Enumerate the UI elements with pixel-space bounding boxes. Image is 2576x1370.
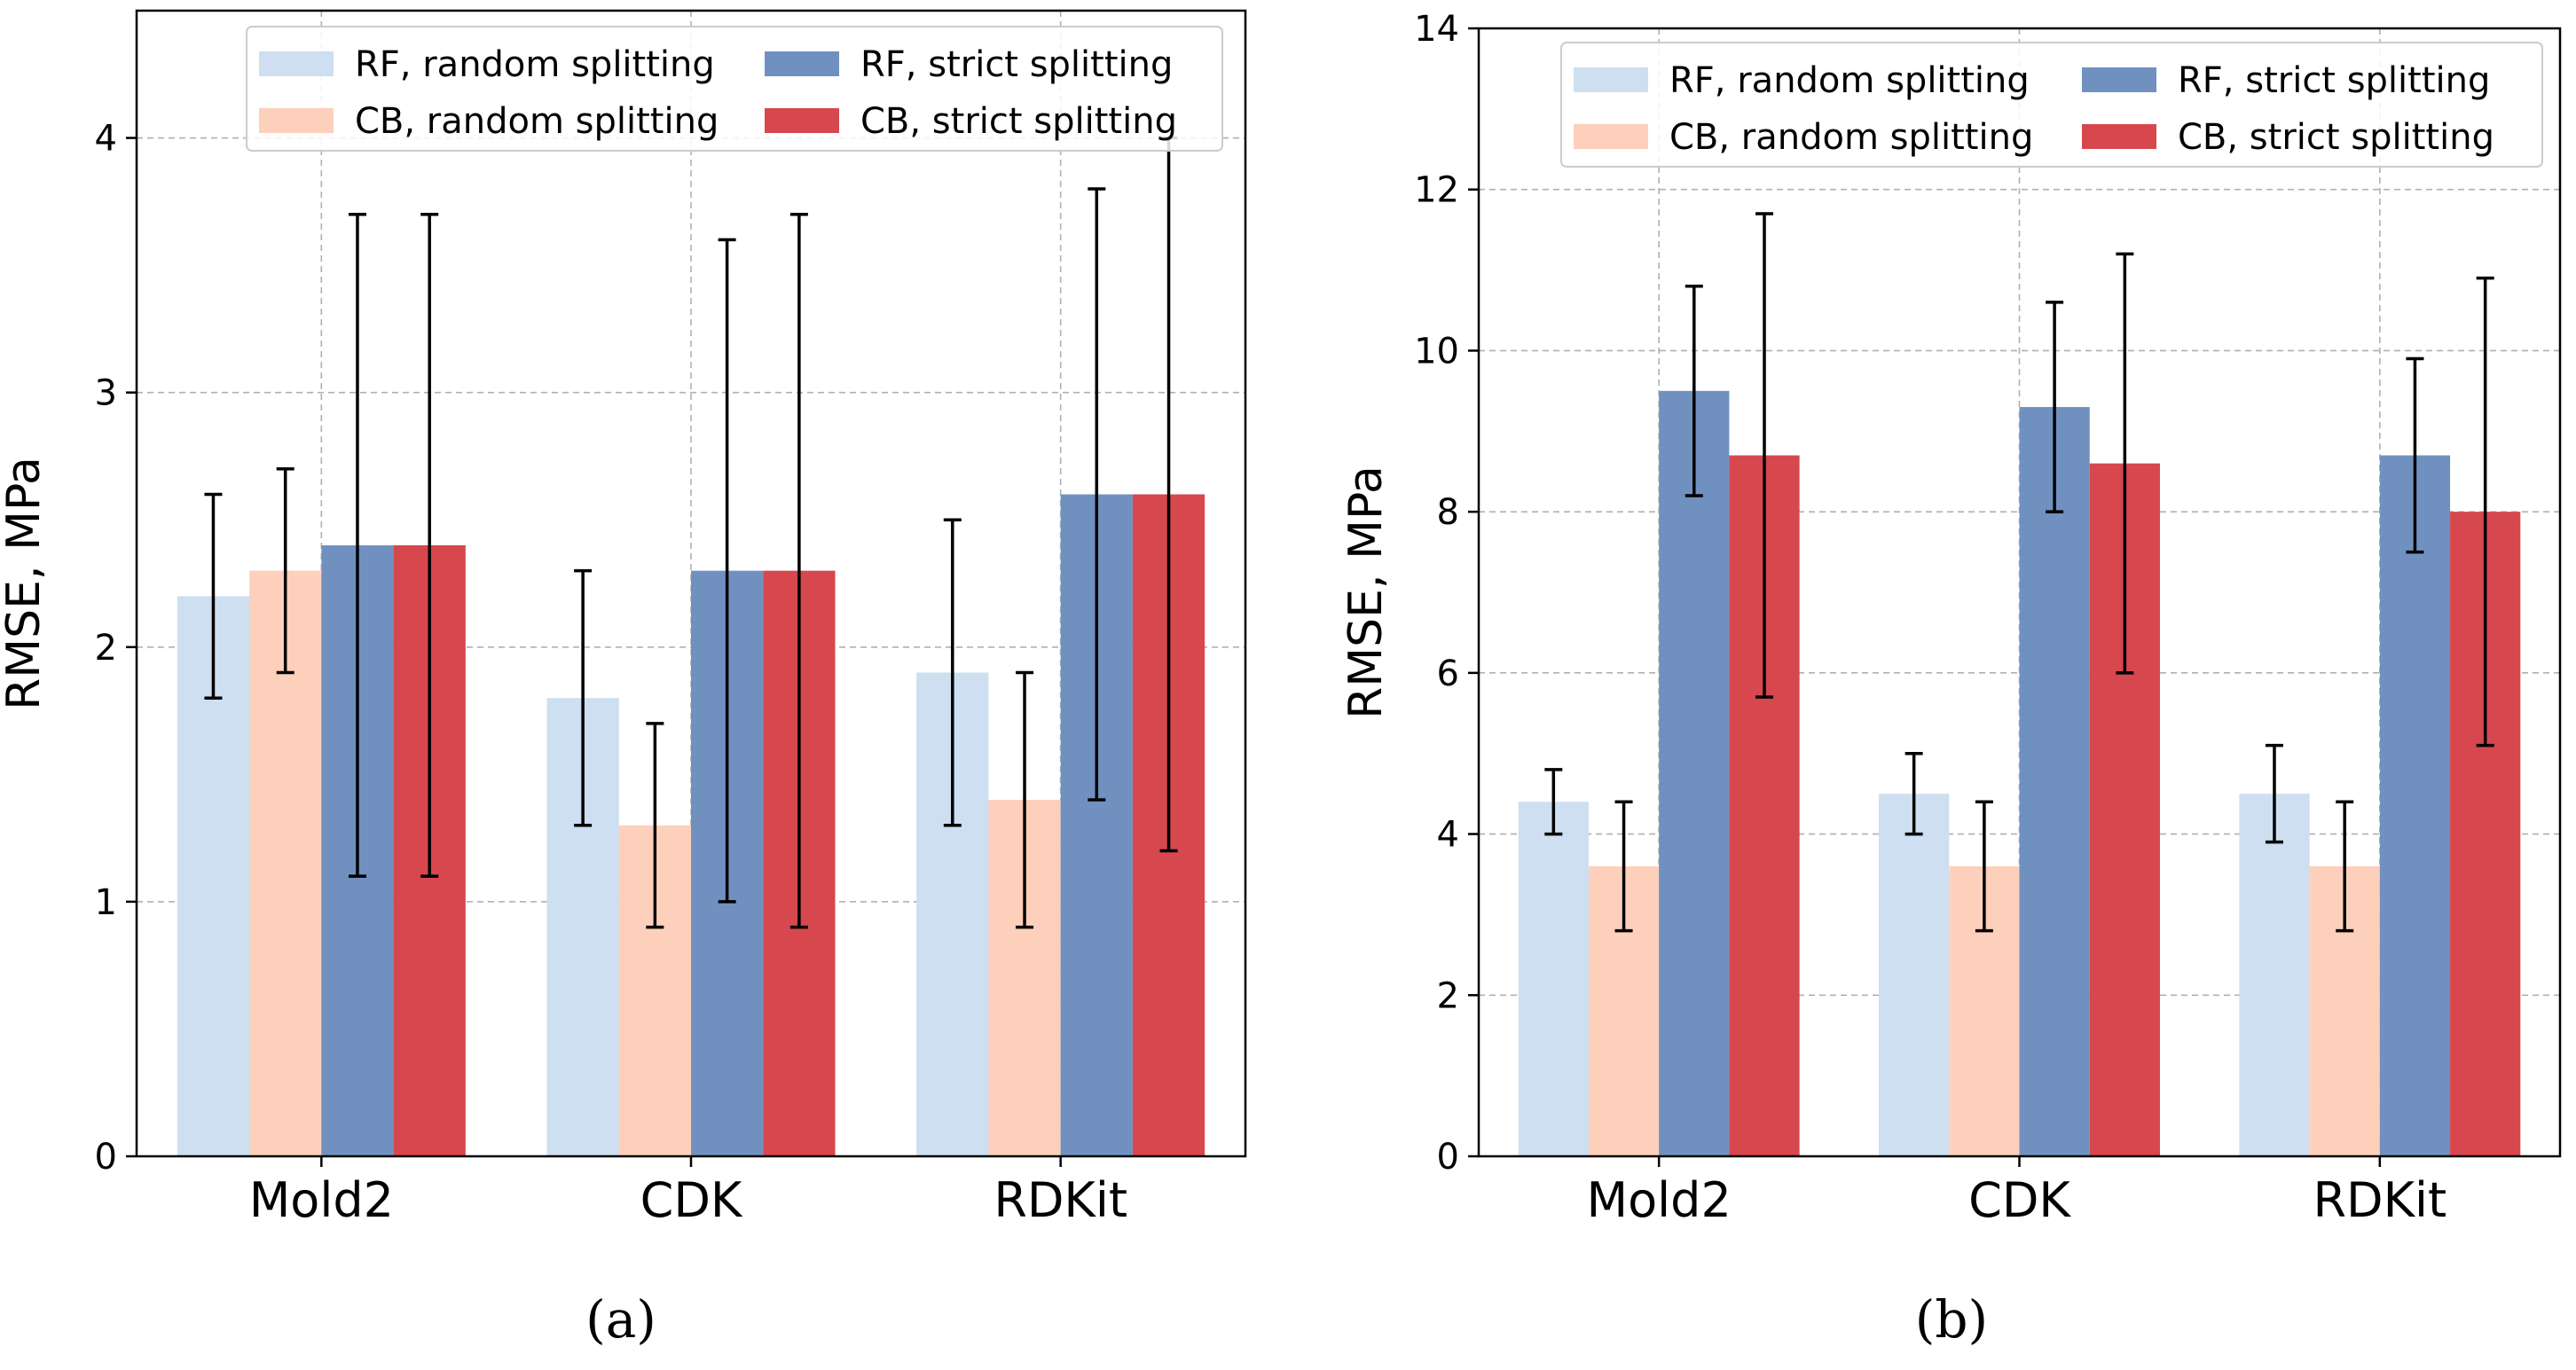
panel-a-legend-label: RF, strict splitting [860, 44, 1173, 85]
panel-a-x-ticks: Mold2 CDK RDKit [249, 1156, 1127, 1228]
y-tick-label: 6 [1437, 654, 1459, 694]
panel-b-legend-label: CB, random splitting [1669, 117, 2033, 158]
x-tick-label: Mold2 [1587, 1172, 1732, 1228]
y-tick-label: 2 [95, 628, 117, 669]
bar [2019, 407, 2090, 1156]
panel-a-legend-label: CB, strict splitting [860, 101, 1177, 142]
error-bar [1088, 187, 1106, 802]
panel-a-legend-swatch [259, 51, 334, 76]
panel-b-bars [1518, 390, 2521, 1156]
error-bar [1685, 284, 1703, 497]
error-bar [1016, 670, 1034, 929]
panel-b-legend-label: RF, strict splitting [2178, 60, 2490, 101]
error-bar [2116, 252, 2134, 675]
x-tick-label: CDK [640, 1172, 743, 1228]
error-bar [1975, 800, 1993, 933]
bar [1879, 794, 1950, 1156]
panel-a-y-axis-label: RMSE, MPa [0, 457, 51, 710]
error-bar [2046, 301, 2064, 513]
bar [2239, 794, 2310, 1156]
panel-b-y-axis-label: RMSE, MPa [1339, 466, 1393, 719]
x-tick-label: Mold2 [249, 1172, 394, 1228]
x-tick-label: CDK [1968, 1172, 2071, 1228]
panel-b: 0 2 4 6 8 10 12 14 Mold2 CDK RDKit RMSE, MPa RF, … [1339, 9, 2562, 1350]
bar [1518, 802, 1589, 1156]
error-bar [1905, 751, 1923, 836]
error-bar [2336, 800, 2354, 933]
error-bar [2476, 276, 2494, 748]
panel-b-label: (b) [1915, 1289, 1988, 1350]
bar [1659, 390, 1730, 1156]
panel-b-error-bars [1544, 212, 2494, 933]
y-tick-label: 4 [95, 119, 117, 160]
panel-b-legend-label: CB, strict splitting [2178, 117, 2494, 158]
y-tick-label: 12 [1414, 170, 1459, 211]
error-bar [2265, 743, 2283, 844]
error-bar [420, 212, 439, 878]
error-bar [574, 568, 593, 827]
y-tick-label: 0 [95, 1137, 117, 1178]
error-bar [1755, 212, 1774, 699]
panel-a-legend-swatch [765, 108, 839, 133]
error-bar [2406, 356, 2424, 554]
panel-b-y-ticks: 0 2 4 6 8 10 12 14 [1414, 9, 1479, 1178]
panel-b-legend-box [1560, 42, 2543, 168]
panel-b-legend-swatch [2082, 124, 2156, 149]
error-bar [943, 518, 962, 827]
panel-b-legend-swatch [2082, 67, 2156, 92]
panel-b-legend: RF, random splitting CB, random splittin… [1560, 42, 2543, 168]
x-tick-label: RDKit [993, 1172, 1127, 1228]
y-tick-label: 2 [1437, 975, 1459, 1016]
panel-a-legend: RF, random splitting CB, random splittin… [246, 26, 1223, 152]
panel-a-legend-box [246, 26, 1223, 152]
bar [2379, 455, 2451, 1156]
x-tick-label: RDKit [2313, 1172, 2446, 1228]
error-bar [646, 722, 664, 929]
panel-a-legend-swatch [765, 51, 839, 76]
panel-a-y-ticks: 0 1 2 3 4 [95, 119, 137, 1178]
panel-a: 0 1 2 3 4 Mold2 CDK RDKit RMSE, MPa RF, random… [0, 9, 1247, 1350]
y-tick-label: 14 [1414, 9, 1459, 50]
panel-b-legend-label: RF, random splitting [1669, 60, 2030, 101]
panel-a-legend-swatch [259, 108, 334, 133]
panel-b-x-ticks: Mold2 CDK RDKit [1587, 1156, 2446, 1228]
panel-a-error-bars [204, 136, 1178, 929]
y-tick-label: 10 [1414, 331, 1459, 372]
error-bar [718, 238, 736, 904]
panel-b-legend-swatch [1574, 67, 1648, 92]
error-bar [348, 212, 366, 878]
y-tick-label: 4 [1437, 815, 1459, 856]
y-tick-label: 8 [1437, 492, 1459, 533]
error-bar [1614, 800, 1633, 933]
panel-a-label: (a) [585, 1289, 656, 1350]
y-tick-label: 1 [95, 882, 117, 923]
error-bar [276, 467, 295, 675]
y-tick-label: 0 [1437, 1137, 1459, 1178]
panel-b-legend-swatch [1574, 124, 1648, 149]
error-bar [789, 212, 808, 929]
error-bar [1544, 768, 1563, 836]
panel-a-legend-label: CB, random splitting [355, 101, 719, 142]
panel-a-bars [177, 494, 1206, 1156]
error-bar [204, 492, 223, 700]
y-tick-label: 3 [95, 373, 117, 414]
panel-a-legend-label: RF, random splitting [355, 44, 715, 85]
